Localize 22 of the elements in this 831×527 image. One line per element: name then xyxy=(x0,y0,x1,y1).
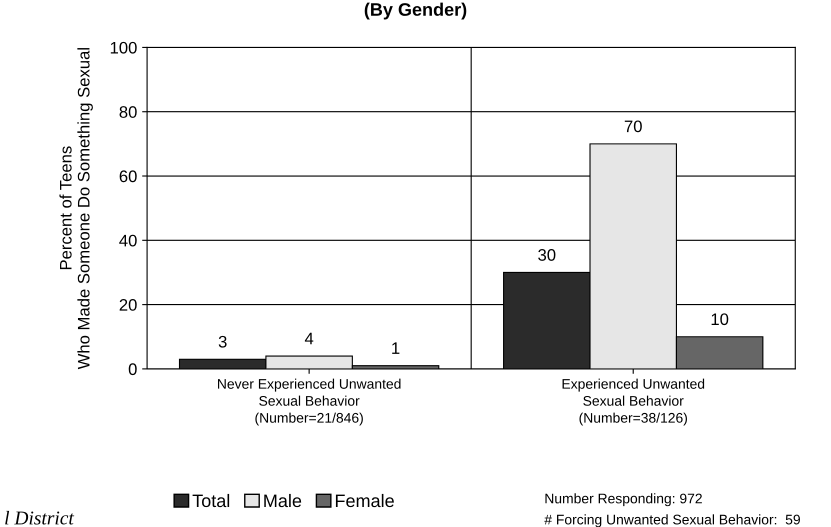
data-label: 1 xyxy=(392,342,400,354)
data-label: 3 xyxy=(218,336,227,348)
legend-label: Total xyxy=(192,494,230,508)
legend-label: Male xyxy=(264,494,302,508)
data-label: 4 xyxy=(304,332,314,344)
y-tick-label: 80 xyxy=(120,106,137,118)
y-tick-label: 0 xyxy=(128,363,137,376)
chart-title: (By Gender) xyxy=(364,2,466,20)
text: Number Responding: 972 xyxy=(545,493,702,506)
data-label: 30 xyxy=(538,249,556,261)
y-tick-label: 60 xyxy=(120,170,137,182)
x-tick-label: Never Experienced Unwanted Sexual Behavior (Number=21/846) xyxy=(218,378,400,426)
text: l District xyxy=(5,510,74,525)
text: # Forcing Unwanted Sexual Behavior: 59 xyxy=(544,514,800,527)
y-tick-label: 40 xyxy=(119,234,137,247)
y-tick-label: 100 xyxy=(110,42,137,54)
x-tick-label: Experienced Unwanted Sexual Behavior (Number=38/126) xyxy=(562,378,704,426)
y-tick-label: 20 xyxy=(120,299,137,311)
data-label: 10 xyxy=(712,313,728,326)
legend-label: Female xyxy=(336,494,394,508)
data-label: 70 xyxy=(624,120,642,132)
y-axis-title: Percent of Teens Who Made Someone Do Something Sexual xyxy=(59,48,93,370)
